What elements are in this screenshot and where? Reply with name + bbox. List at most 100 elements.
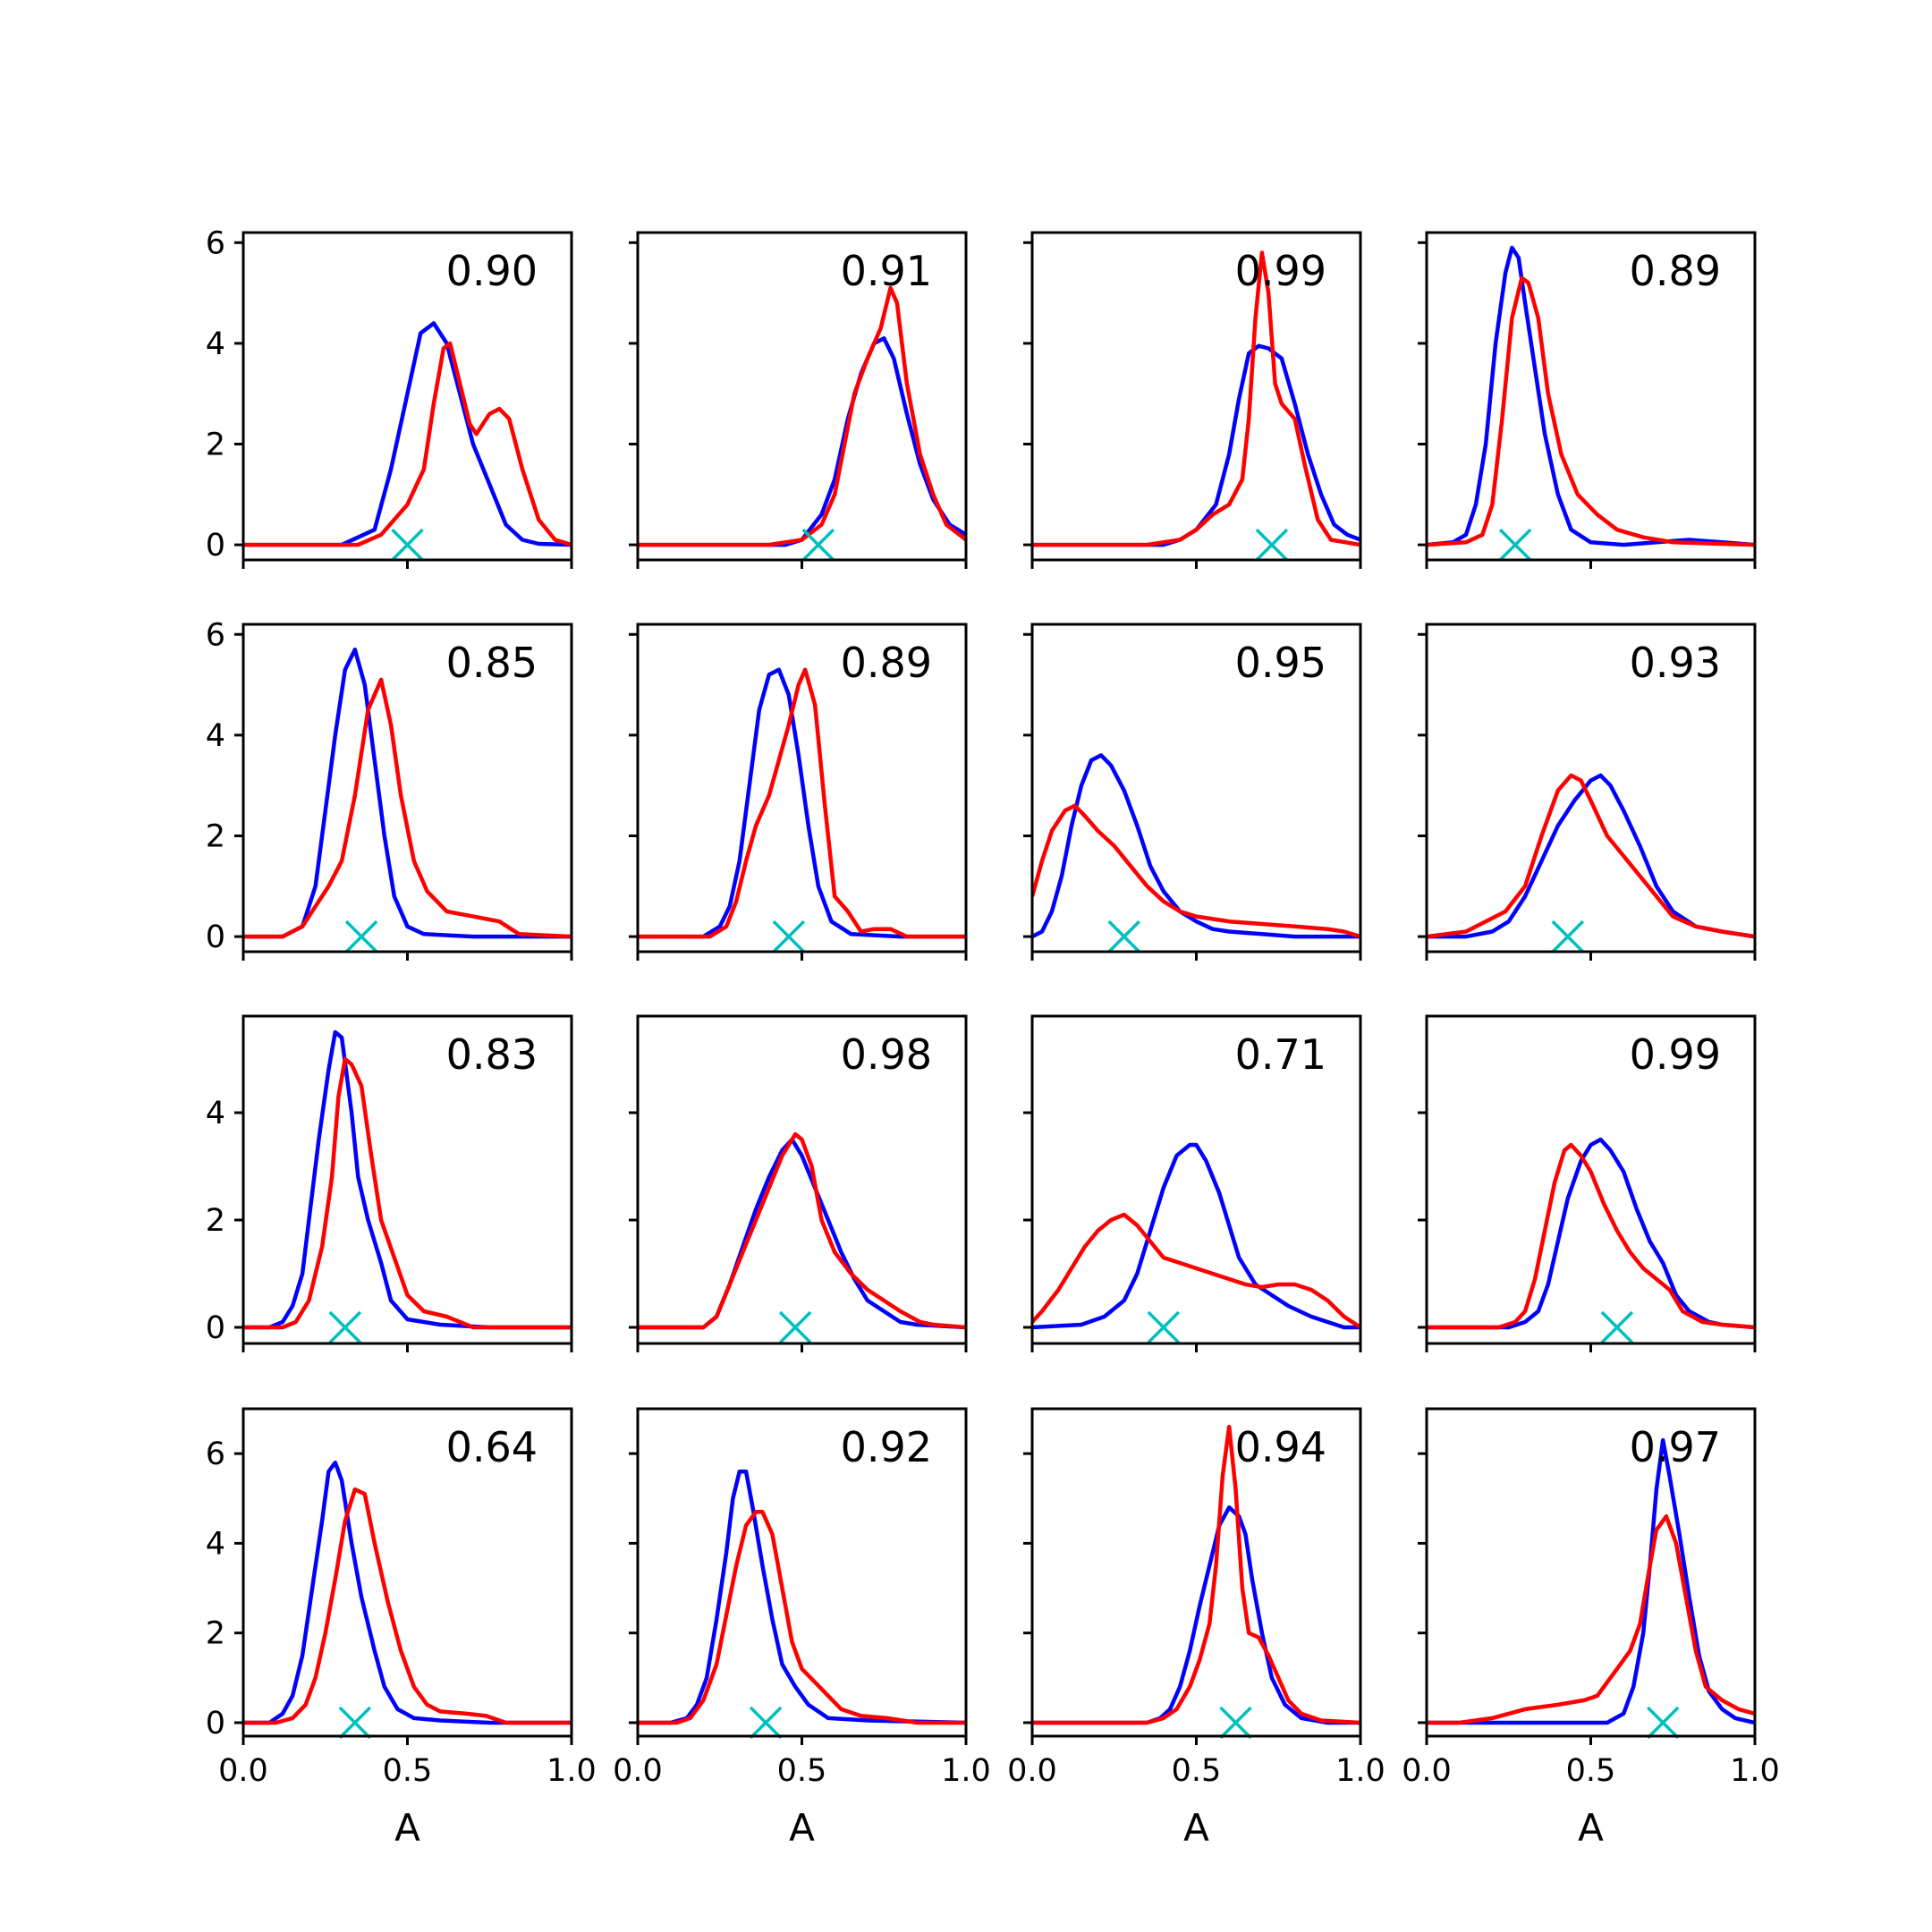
score-label: 0.64	[446, 1423, 538, 1471]
red-density-line	[1427, 1514, 1755, 1725]
x-marker	[1551, 919, 1585, 953]
red-density-line	[1032, 803, 1360, 939]
x-marker	[1255, 528, 1289, 562]
red-density-line	[1427, 773, 1755, 939]
red-density-line	[243, 1056, 572, 1330]
score-label: 0.89	[1630, 247, 1721, 295]
score-label: 0.90	[446, 247, 538, 295]
panel-4-2: 0.92 0.0 0.5 1.0 A	[613, 1407, 991, 1850]
x-marker	[1600, 1310, 1634, 1344]
y-tick-label: 6	[206, 617, 225, 653]
score-label: 0.92	[841, 1423, 932, 1471]
y-tick-label: 0	[206, 919, 225, 955]
red-density-line	[243, 1487, 572, 1725]
x-axis-label: A	[789, 1806, 815, 1850]
y-tick-label: 2	[206, 427, 225, 462]
red-density-line	[1427, 1142, 1755, 1330]
score-label: 0.99	[1235, 247, 1326, 295]
blue-density-line	[243, 1030, 572, 1330]
red-density-line	[243, 677, 572, 939]
score-label: 0.97	[1630, 1423, 1721, 1471]
x-marker	[1107, 919, 1140, 953]
y-tick-label: 2	[206, 818, 225, 854]
score-label: 0.91	[841, 247, 932, 295]
x-tick-label: 1.0	[1730, 1753, 1780, 1789]
x-tick-label: 0.0	[218, 1753, 268, 1789]
blue-density-line	[1032, 753, 1360, 939]
blue-density-line	[1427, 1137, 1755, 1330]
x-tick-label: 1.0	[547, 1753, 597, 1789]
blue-density-line	[243, 321, 572, 547]
red-density-line	[1427, 275, 1755, 547]
blue-density-line	[243, 1460, 572, 1725]
panel-4-4: 0.97 0.0 0.5 1.0 A	[1402, 1407, 1780, 1850]
red-density-line	[1032, 250, 1360, 547]
panel-2-2: 0.89	[629, 623, 968, 961]
score-label: 0.83	[446, 1030, 538, 1079]
panel-3-1: 0.83 0 2 4	[206, 1014, 573, 1352]
score-label: 0.94	[1235, 1423, 1326, 1471]
x-tick-label: 1.0	[941, 1753, 991, 1789]
x-tick-label: 0.0	[613, 1753, 663, 1789]
y-tick-label: 2	[206, 1203, 225, 1239]
panel-4-1: 0.64 0 2 4 6 0.0 0.5 1.0 A	[206, 1407, 597, 1850]
y-tick-label: 6	[206, 1436, 225, 1472]
panel-3-2: 0.98	[629, 1014, 968, 1352]
blue-density-line	[1032, 1142, 1360, 1330]
blue-density-line	[1427, 245, 1755, 547]
panel-2-4: 0.93	[1418, 623, 1757, 961]
y-tick-label: 6	[206, 225, 225, 261]
panel-3-3: 0.71	[1023, 1014, 1362, 1352]
x-tick-label: 1.0	[1335, 1753, 1385, 1789]
y-tick-label: 0	[206, 1706, 225, 1741]
x-marker	[801, 528, 835, 562]
blue-density-line	[243, 647, 572, 939]
red-density-line	[243, 341, 572, 547]
score-label: 0.93	[1630, 639, 1721, 687]
x-marker	[1147, 1310, 1181, 1344]
y-tick-label: 0	[206, 1310, 225, 1346]
x-marker	[778, 1310, 812, 1344]
x-marker	[338, 1706, 372, 1740]
panel-1-2: 0.91	[629, 231, 968, 569]
blue-density-line	[638, 667, 966, 939]
y-tick-label: 4	[206, 1096, 225, 1131]
panel-2-1: 0.85 0 2 4 6	[206, 617, 573, 961]
panel-1-1: 0.90 0 2 4 6	[206, 225, 573, 569]
score-label: 0.85	[446, 639, 538, 687]
panel-4-3: 0.94 0.0 0.5 1.0 A	[1007, 1407, 1385, 1850]
score-label: 0.99	[1630, 1030, 1721, 1079]
y-tick-label: 0	[206, 528, 225, 564]
x-tick-label: 0.5	[383, 1753, 433, 1789]
x-tick-label: 0.0	[1007, 1753, 1057, 1789]
red-density-line	[638, 1510, 966, 1725]
y-tick-label: 4	[206, 1526, 225, 1562]
x-axis-label: A	[1578, 1806, 1604, 1850]
panel-1-3: 0.99	[1023, 231, 1362, 569]
panel-3-4: 0.99	[1418, 1014, 1757, 1352]
blue-density-line	[1427, 773, 1755, 939]
blue-density-line	[1032, 343, 1360, 547]
x-tick-label: 0.0	[1402, 1753, 1452, 1789]
y-tick-label: 4	[206, 718, 225, 754]
score-label: 0.89	[841, 639, 932, 687]
score-label: 0.95	[1235, 639, 1326, 687]
red-density-line	[638, 1131, 966, 1330]
x-marker	[772, 919, 806, 953]
blue-density-line	[1427, 1437, 1755, 1725]
x-marker	[344, 919, 378, 953]
x-marker	[1498, 528, 1532, 562]
x-marker	[1647, 1706, 1680, 1740]
x-marker	[328, 1310, 362, 1344]
panel-2-3: 0.95	[1023, 623, 1362, 961]
red-density-line	[638, 285, 966, 547]
x-axis-label: A	[1183, 1806, 1209, 1850]
red-density-line	[1032, 1212, 1360, 1329]
x-tick-label: 0.5	[1566, 1753, 1616, 1789]
y-tick-label: 2	[206, 1616, 225, 1652]
x-marker	[1219, 1706, 1252, 1740]
blue-density-line	[638, 1137, 966, 1330]
score-label: 0.71	[1235, 1030, 1326, 1079]
x-marker	[391, 528, 424, 562]
